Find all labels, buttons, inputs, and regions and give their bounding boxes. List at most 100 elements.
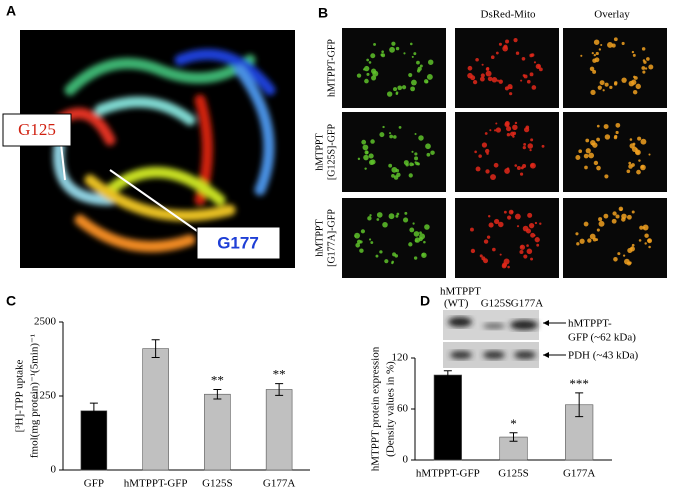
mito-dot bbox=[534, 237, 540, 243]
mito-dot bbox=[640, 138, 647, 145]
mito-dot bbox=[356, 239, 362, 244]
mito-dot bbox=[526, 79, 531, 84]
mito-dot bbox=[507, 215, 512, 220]
mito-dot bbox=[369, 214, 372, 217]
mito-dot bbox=[491, 77, 498, 83]
mito-dot bbox=[359, 248, 364, 253]
bar bbox=[80, 410, 108, 471]
mito-dot bbox=[516, 166, 521, 170]
mito-dot bbox=[356, 73, 362, 78]
mito-dot bbox=[522, 145, 526, 150]
mito-dot bbox=[539, 222, 542, 225]
mito-dot bbox=[381, 50, 384, 54]
mito-dot bbox=[615, 122, 621, 128]
error-bar bbox=[575, 392, 584, 418]
mito-dot bbox=[632, 89, 638, 95]
mito-dot bbox=[413, 256, 418, 260]
mito-dot bbox=[621, 217, 626, 222]
error-bar bbox=[443, 370, 452, 380]
mito-dot bbox=[615, 214, 620, 219]
mito-dot bbox=[529, 72, 534, 77]
mito-dot bbox=[534, 221, 538, 225]
mito-dot bbox=[501, 263, 507, 269]
mito-dot bbox=[529, 162, 536, 169]
mito-dot bbox=[575, 232, 579, 236]
mito-dot bbox=[401, 85, 407, 90]
mito-dot bbox=[419, 231, 422, 235]
mito-dot bbox=[481, 142, 488, 148]
mito-dot bbox=[579, 238, 585, 244]
column-header: DsRed-Mito bbox=[481, 9, 537, 21]
mito-dot bbox=[472, 79, 478, 85]
x-tick-label: G125S bbox=[202, 478, 233, 490]
mito-dot bbox=[632, 53, 636, 57]
mito-dot bbox=[392, 252, 397, 257]
mito-dot bbox=[479, 254, 483, 258]
mito-dot bbox=[526, 244, 529, 247]
mito-dot bbox=[391, 166, 398, 173]
mito-dot bbox=[595, 51, 599, 56]
mito-dot bbox=[411, 150, 414, 153]
mito-dot bbox=[624, 258, 630, 265]
mito-dot bbox=[373, 42, 377, 46]
mito-dot bbox=[531, 85, 537, 90]
mito-dot bbox=[629, 138, 633, 141]
mito-dot bbox=[635, 83, 641, 90]
western-blot bbox=[443, 310, 566, 368]
mito-dot bbox=[391, 173, 395, 178]
mito-dot bbox=[384, 259, 389, 264]
mito-dot bbox=[510, 86, 513, 90]
mito-dot bbox=[514, 121, 518, 125]
mito-dot bbox=[639, 225, 644, 230]
mito-dot bbox=[495, 51, 499, 55]
mito-dot bbox=[589, 66, 595, 72]
mito-dot bbox=[367, 216, 372, 221]
mito-dot bbox=[503, 210, 507, 214]
mito-dot bbox=[628, 80, 635, 87]
mito-dot bbox=[426, 152, 431, 157]
mito-dot bbox=[370, 139, 375, 144]
mito-dot bbox=[626, 214, 632, 220]
mito-dot bbox=[479, 76, 485, 82]
mito-dot bbox=[416, 60, 420, 65]
mito-dot bbox=[380, 53, 384, 57]
mito-dot bbox=[371, 68, 377, 74]
mito-dot bbox=[611, 43, 616, 48]
bar bbox=[142, 348, 169, 471]
mito-dot bbox=[638, 159, 641, 162]
mito-dot bbox=[648, 153, 651, 156]
mito-dot bbox=[648, 64, 654, 70]
mito-dot bbox=[376, 218, 380, 221]
mito-dot bbox=[364, 167, 367, 170]
mito-dot bbox=[470, 75, 476, 81]
mito-dot bbox=[355, 242, 361, 248]
mito-dot bbox=[530, 232, 536, 238]
mito-dot bbox=[498, 221, 504, 228]
mito-dot bbox=[488, 222, 494, 228]
mito-dot bbox=[506, 133, 511, 137]
column-header: Overlay bbox=[594, 9, 630, 21]
mito-dot bbox=[604, 82, 609, 87]
mito-dot bbox=[596, 137, 600, 142]
mito-dot bbox=[486, 152, 489, 155]
mito-dot bbox=[414, 156, 419, 161]
mito-dot bbox=[599, 80, 605, 86]
mito-dot bbox=[593, 160, 599, 166]
mito-dot bbox=[520, 166, 524, 170]
mito-dot bbox=[503, 44, 508, 49]
micrograph bbox=[563, 198, 667, 278]
mito-dot bbox=[575, 155, 581, 160]
mito-dot bbox=[603, 124, 609, 130]
micrograph bbox=[342, 28, 446, 108]
mito-dot bbox=[524, 127, 530, 133]
mito-dot bbox=[611, 218, 617, 224]
panel-label: B bbox=[318, 5, 328, 21]
mito-dot bbox=[580, 54, 583, 57]
mito-dot bbox=[382, 125, 385, 129]
mito-dot bbox=[409, 42, 413, 46]
mito-dot bbox=[628, 161, 632, 165]
error-bar bbox=[275, 383, 284, 396]
mito-dot bbox=[622, 254, 626, 257]
x-tick-label: hMTPPT-GFP bbox=[416, 468, 480, 480]
